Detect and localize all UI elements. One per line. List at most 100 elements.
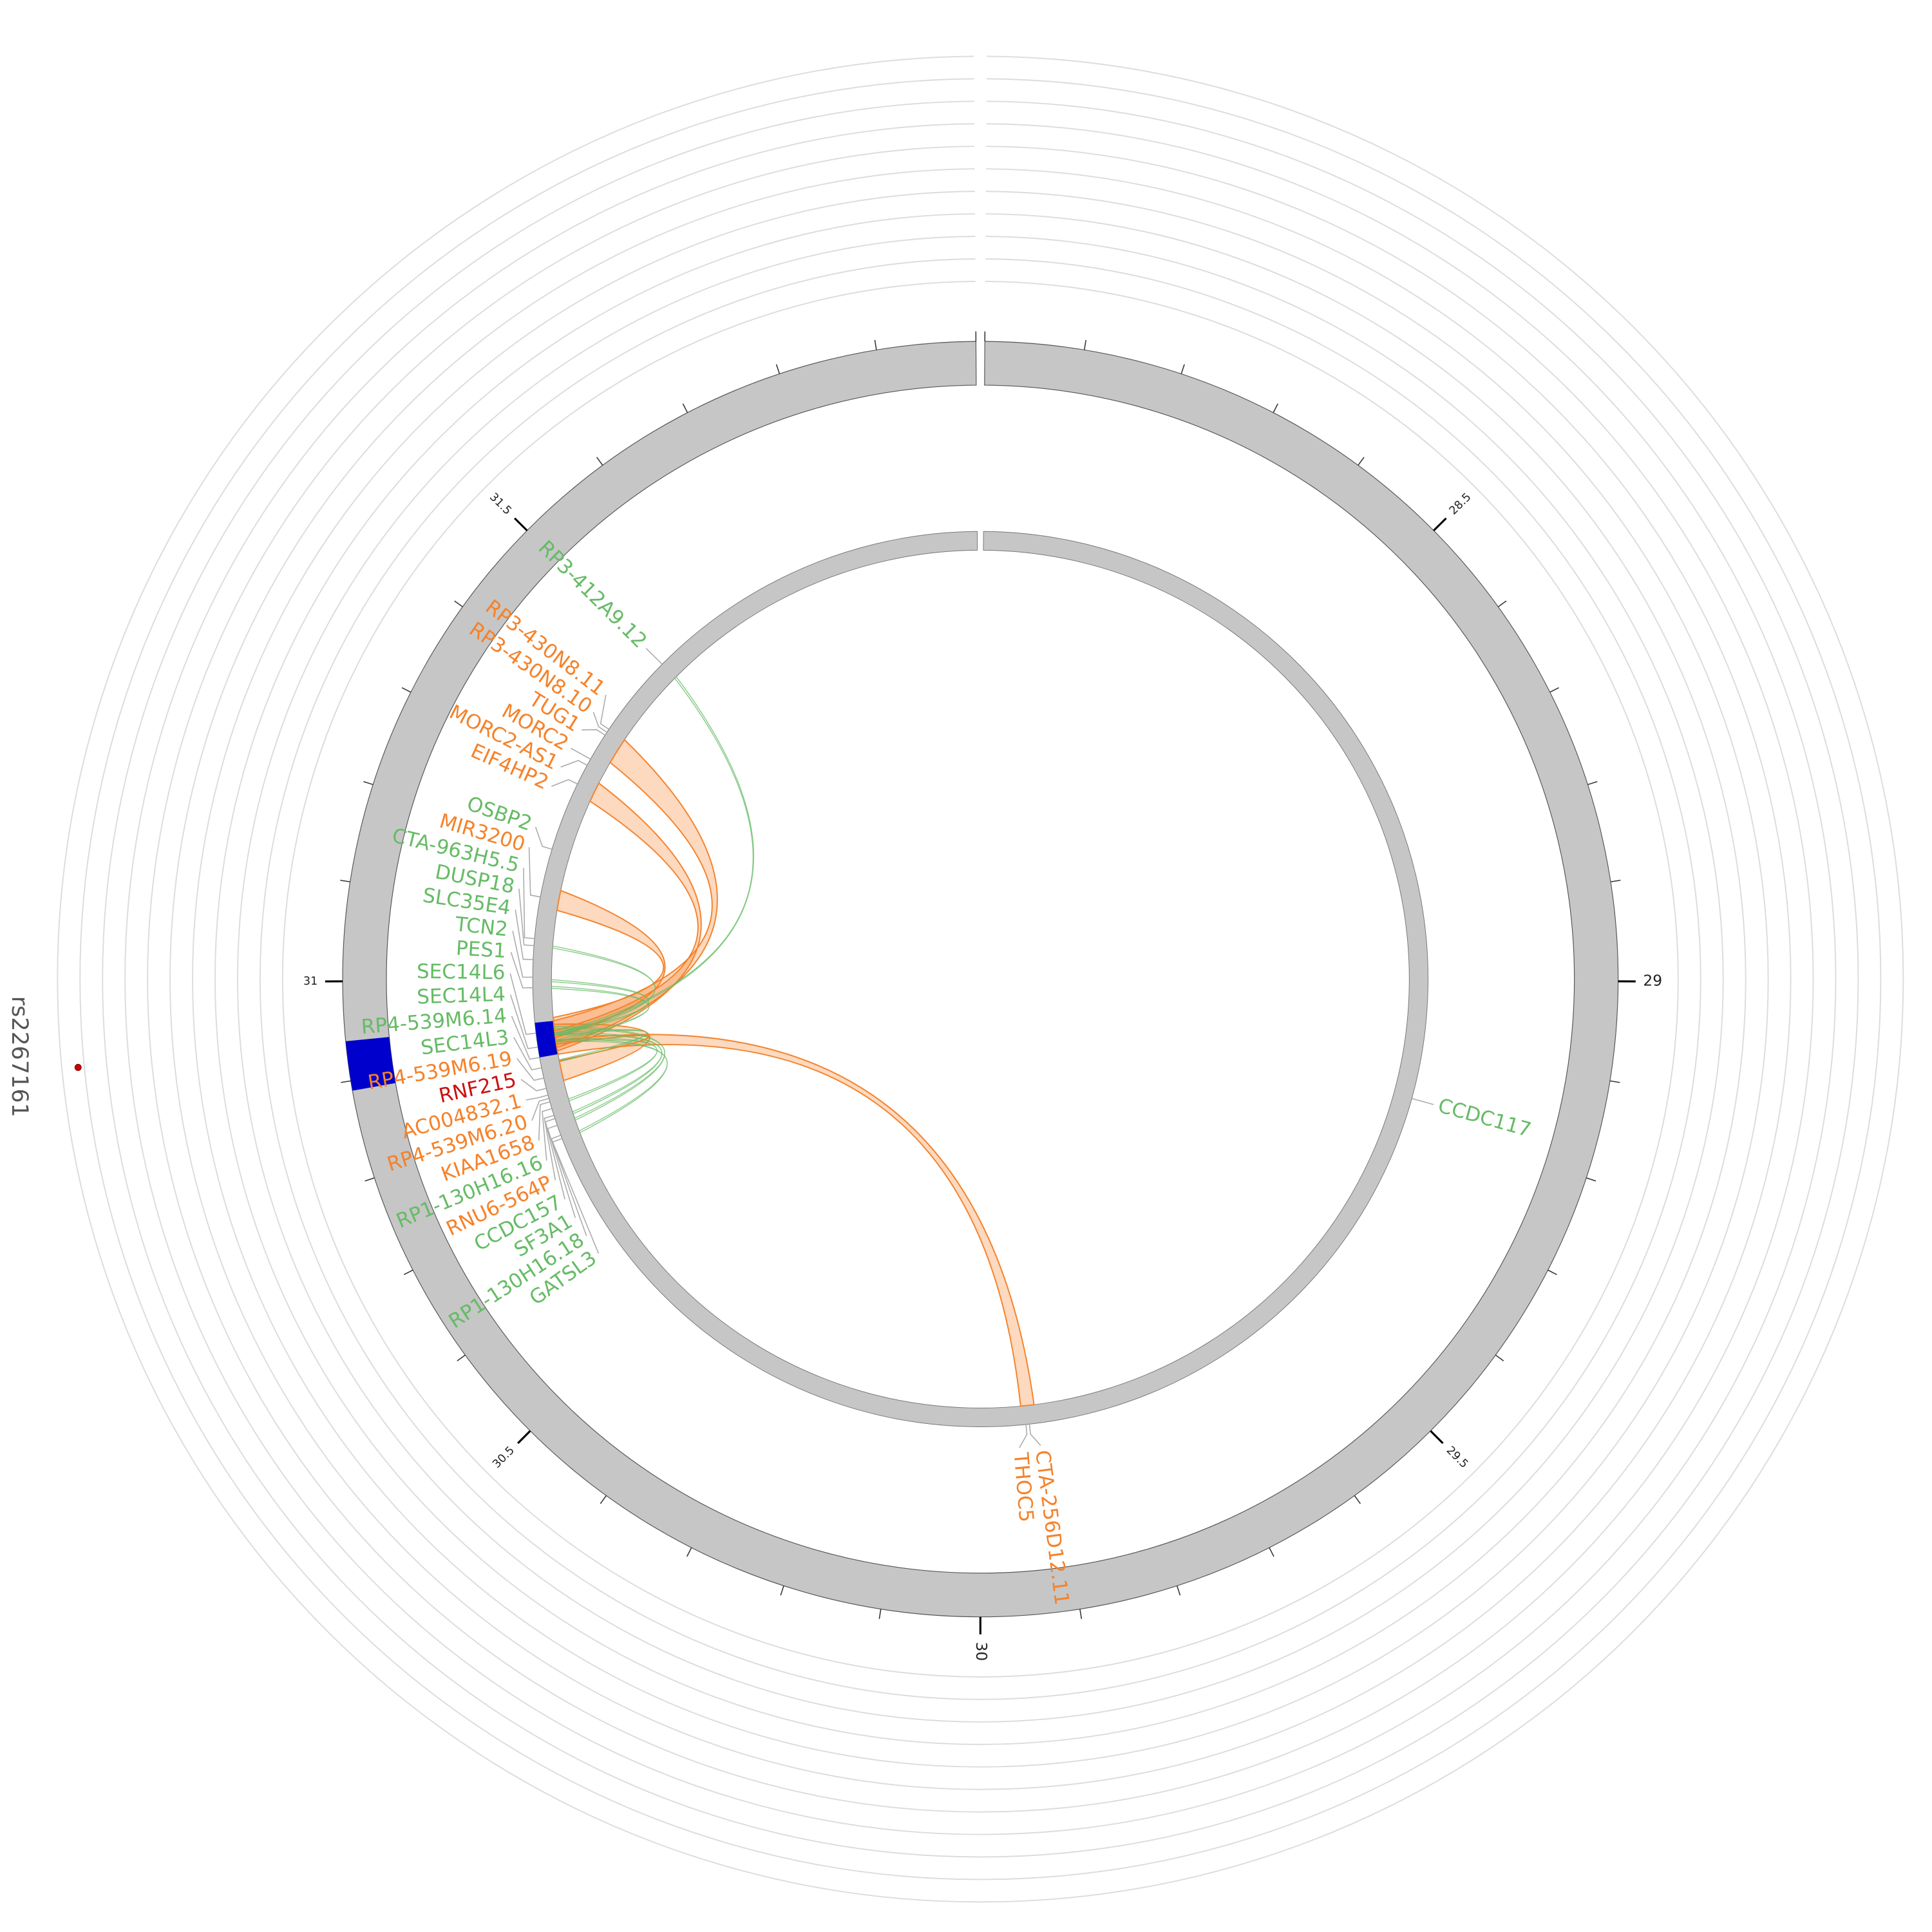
gene-leader xyxy=(510,952,533,989)
minor-tick xyxy=(775,364,781,374)
gene-leader xyxy=(515,909,533,960)
track-circle xyxy=(214,213,1747,1745)
link xyxy=(554,782,702,1052)
minor-tick xyxy=(878,1609,882,1620)
track-circle xyxy=(236,236,1724,1723)
gene-leader xyxy=(518,888,535,947)
gene-leader xyxy=(1019,1424,1028,1448)
gene-label: CCDC117 xyxy=(1435,1094,1533,1142)
minor-tick xyxy=(1495,1354,1504,1361)
minor-tick xyxy=(600,1495,607,1504)
highlight-inner xyxy=(535,1021,558,1058)
x-tick-label: 31 xyxy=(303,975,317,988)
gene-leader xyxy=(509,994,538,1050)
minor-tick xyxy=(1354,1495,1361,1504)
link xyxy=(552,889,666,1039)
minor-tick xyxy=(1548,1269,1557,1275)
minor-tick xyxy=(1358,457,1365,466)
minor-tick xyxy=(1083,339,1087,350)
minor-tick xyxy=(403,1269,413,1275)
link xyxy=(555,1034,1035,1407)
major-tick xyxy=(514,517,528,531)
track-circle xyxy=(79,78,1882,1880)
minor-tick xyxy=(1180,364,1185,374)
track-circle xyxy=(259,258,1701,1700)
track-circle xyxy=(169,168,1792,1790)
snp-point xyxy=(74,1064,82,1071)
minor-tick xyxy=(1079,1609,1083,1620)
gene-leader xyxy=(526,1094,549,1101)
x-tick-label: 31.5 xyxy=(487,491,514,518)
snp-label: rs2267161 xyxy=(6,996,32,1117)
link xyxy=(552,945,656,1036)
inner-ring xyxy=(532,531,1428,1427)
gene-leader xyxy=(645,648,663,665)
minor-tick xyxy=(1269,1547,1274,1557)
gene-leader xyxy=(542,1108,553,1161)
gene-leader xyxy=(511,1016,540,1060)
minor-tick xyxy=(780,1586,784,1596)
track-circle xyxy=(124,123,1837,1835)
minor-tick xyxy=(363,781,374,786)
gene-leader xyxy=(582,729,605,736)
gene-label: TCN2 xyxy=(453,913,509,941)
gene-leader xyxy=(538,1101,551,1141)
minor-tick xyxy=(1497,600,1507,607)
major-tick xyxy=(1430,1430,1444,1444)
gene-leader xyxy=(513,1037,542,1071)
link xyxy=(554,1028,648,1063)
gene-leader xyxy=(600,694,609,730)
gene-leader xyxy=(547,1124,576,1218)
minor-tick xyxy=(1586,1177,1596,1182)
major-tick xyxy=(517,1430,531,1444)
major-tick xyxy=(1433,517,1447,531)
minor-tick xyxy=(340,880,350,882)
link xyxy=(553,1023,650,1082)
gene-leader xyxy=(512,931,533,978)
track-circle xyxy=(102,100,1859,1858)
gene-leader xyxy=(531,1098,549,1121)
gene-leader xyxy=(520,1079,547,1092)
gene-leader xyxy=(592,712,607,733)
track-circle xyxy=(147,146,1814,1813)
gene-leader xyxy=(544,1115,556,1180)
gene-label: SEC14L4 xyxy=(417,983,506,1009)
link xyxy=(554,1032,663,1115)
minor-tick xyxy=(457,1354,466,1361)
minor-tick xyxy=(596,457,603,466)
gene-label: SEC14L6 xyxy=(417,960,506,985)
minor-tick xyxy=(1176,1586,1181,1596)
track-circle xyxy=(281,280,1679,1678)
x-tick-label: 30 xyxy=(972,1642,990,1662)
gene-leader xyxy=(509,973,536,1036)
gene-leader xyxy=(560,760,588,768)
gene-label: PES1 xyxy=(455,937,507,963)
link xyxy=(554,676,754,1036)
minor-tick xyxy=(341,1080,351,1083)
x-tick-label: 29.5 xyxy=(1444,1444,1471,1471)
gene-leader xyxy=(1412,1098,1434,1105)
link xyxy=(551,979,649,1036)
link xyxy=(553,1026,666,1121)
gene-label: RP3-412A9.12 xyxy=(534,536,651,653)
minor-tick xyxy=(365,1177,375,1182)
minor-tick xyxy=(401,687,412,693)
gene-leader xyxy=(570,748,591,760)
track-circle xyxy=(57,55,1904,1903)
x-tick-label: 29 xyxy=(1643,972,1662,989)
link xyxy=(555,1037,658,1102)
highlight-outer xyxy=(345,1037,396,1091)
minor-tick xyxy=(1610,880,1621,882)
gene-leader xyxy=(523,867,535,940)
minor-tick xyxy=(682,403,688,413)
gene-leader xyxy=(516,1057,544,1081)
gene-leader xyxy=(1028,1424,1041,1446)
track-circle xyxy=(192,191,1769,1768)
x-tick-label: 28.5 xyxy=(1447,491,1474,518)
empty-tracks xyxy=(57,55,1904,1903)
link xyxy=(555,1039,668,1133)
minor-tick xyxy=(686,1547,692,1557)
gene-leader xyxy=(535,826,553,850)
gene-leader xyxy=(551,779,578,787)
